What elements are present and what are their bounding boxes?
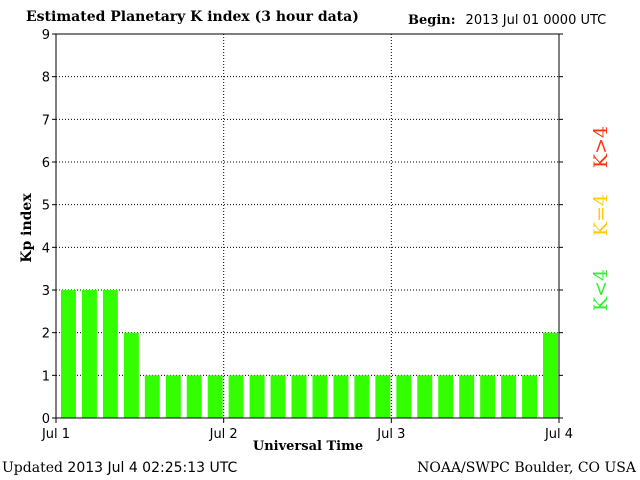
chart-title: Estimated Planetary K index (3 hour data… <box>26 9 359 25</box>
kp-bar <box>165 375 181 418</box>
y-tick-label: 6 <box>42 156 50 171</box>
y-tick-label: 1 <box>42 369 50 384</box>
y-tick-label: 9 <box>42 28 50 43</box>
y-tick-label: 7 <box>42 113 50 128</box>
legend-k-below-4: K<4 <box>590 268 612 312</box>
kp-bar <box>291 375 307 418</box>
kp-bar <box>186 375 202 418</box>
x-axis-label: Universal Time <box>252 439 364 454</box>
x-tick-label: Jul 4 <box>544 427 573 442</box>
kp-bar <box>438 375 454 418</box>
y-tick-label: 5 <box>42 199 50 214</box>
kp-bar <box>249 375 265 418</box>
kp-bar <box>312 375 328 418</box>
kp-bar <box>522 375 538 418</box>
kp-bar <box>543 332 558 418</box>
plot-frame <box>55 33 560 419</box>
updated-value: 2013 Jul 4 02:25:13 UTC <box>67 460 238 476</box>
kp-bar <box>480 375 496 418</box>
x-tick-label: Jul 2 <box>209 427 238 442</box>
x-tick-label: Jul 3 <box>376 427 405 442</box>
kp-bar <box>270 375 286 418</box>
kp-bar <box>102 290 118 418</box>
x-tick-label: Jul 1 <box>41 427 70 442</box>
credit-text: NOAA/SWPC Boulder, CO USA <box>417 460 636 476</box>
kp-bar <box>123 332 139 418</box>
legend-k-above-4: K>4 <box>590 125 612 169</box>
updated-label: Updated <box>2 460 63 476</box>
kp-bar <box>375 375 391 418</box>
kp-bar <box>207 375 223 418</box>
begin-info: Begin: 2013 Jul 01 0000 UTC <box>408 13 606 28</box>
kp-bar <box>501 375 517 418</box>
kp-bar <box>81 290 97 418</box>
kp-bar <box>61 290 76 418</box>
begin-value: 2013 Jul 01 0000 UTC <box>465 13 607 28</box>
begin-label: Begin: <box>408 13 456 28</box>
updated-info: Updated 2013 Jul 4 02:25:13 UTC <box>2 460 237 476</box>
y-tick-label: 4 <box>42 241 50 256</box>
kp-bar <box>354 375 370 418</box>
y-tick-label: 3 <box>42 284 50 299</box>
y-tick-label: 8 <box>42 71 50 86</box>
kp-bar <box>144 375 160 418</box>
legend-k-equal-4: K=4 <box>590 193 612 237</box>
kp-bar <box>396 375 412 418</box>
kp-bar <box>333 375 349 418</box>
kp-bar <box>228 375 244 418</box>
y-tick-label: 0 <box>42 412 50 427</box>
kp-bar <box>417 375 433 418</box>
kp-bar <box>459 375 475 418</box>
y-tick-label: 2 <box>42 327 50 342</box>
